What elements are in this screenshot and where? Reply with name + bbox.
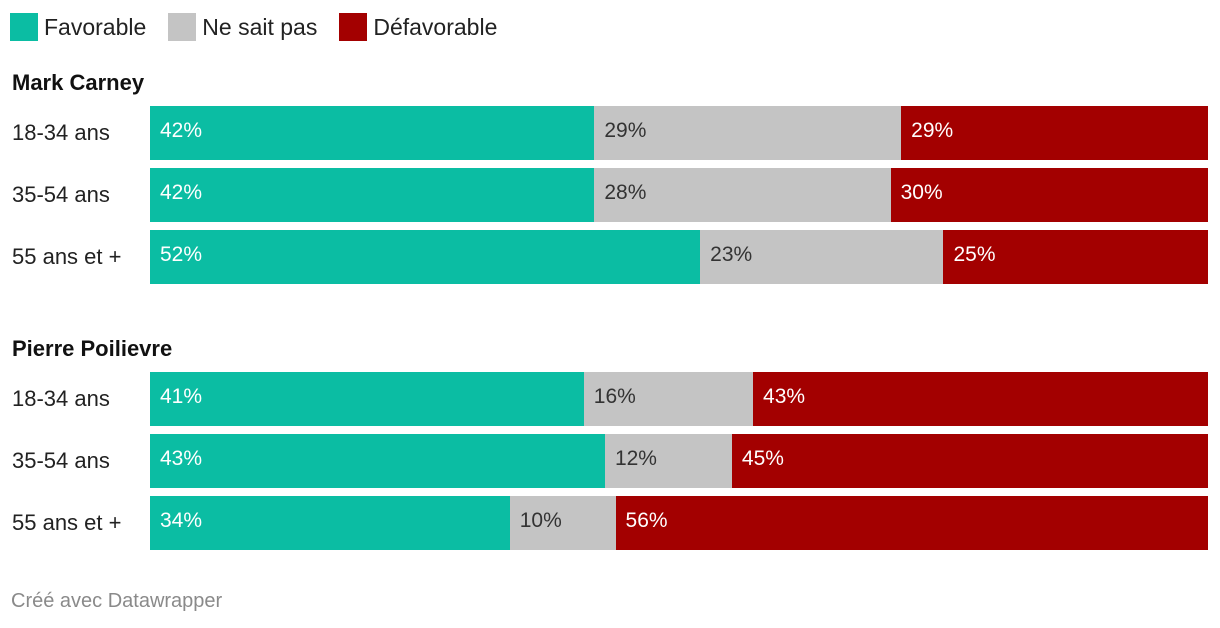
- stacked-bar: 43% 12% 45%: [150, 434, 1208, 488]
- stacked-bar: 52% 23% 25%: [150, 230, 1208, 284]
- group-title: Pierre Poilievre: [12, 336, 173, 361]
- row-label: 55 ans et +: [12, 510, 122, 535]
- bar-segment-unfavorable: 45%: [731, 434, 1208, 488]
- legend-item-neutral: Ne sait pas: [168, 13, 317, 41]
- bar-segment-neutral: 23%: [700, 230, 944, 284]
- data-label: 28%: [604, 181, 647, 204]
- legend-label-unfavorable: Défavorable: [373, 13, 498, 40]
- stacked-bar: 34% 10% 56%: [150, 496, 1208, 550]
- bar-segment-favorable: 34%: [150, 496, 510, 550]
- bar-segment-favorable: 41%: [150, 372, 584, 426]
- data-label: 12%: [614, 447, 657, 470]
- bar-segment-favorable: 42%: [150, 106, 595, 160]
- legend-item-favorable: Favorable: [10, 13, 146, 41]
- data-label: 10%: [519, 509, 562, 532]
- row-label: 35-54 ans: [12, 448, 110, 473]
- data-label: 42%: [160, 119, 203, 142]
- row-label: 18-34 ans: [12, 386, 110, 411]
- bar-segment-favorable: 42%: [150, 168, 595, 222]
- data-label: 43%: [763, 385, 806, 408]
- legend-label-favorable: Favorable: [44, 13, 147, 40]
- bar-segment-favorable: 43%: [150, 434, 605, 488]
- bar-segment-unfavorable: 29%: [901, 106, 1208, 160]
- data-label: 43%: [160, 447, 203, 470]
- row-label: 55 ans et +: [12, 244, 122, 269]
- legend-swatch-unfavorable: [339, 13, 368, 41]
- footer-credit: Créé avec Datawrapper: [11, 590, 223, 612]
- bar-segment-unfavorable: 25%: [943, 230, 1208, 284]
- group-title: Mark Carney: [12, 70, 145, 95]
- bar-segment-neutral: 28%: [594, 168, 891, 222]
- data-label: 52%: [160, 243, 203, 266]
- data-label: 23%: [710, 243, 753, 266]
- data-label: 41%: [160, 385, 203, 408]
- legend-label-neutral: Ne sait pas: [202, 13, 318, 40]
- data-label: 45%: [741, 447, 784, 470]
- bar-segment-neutral: 10%: [509, 496, 616, 550]
- stacked-bar: 41% 16% 43%: [150, 372, 1208, 426]
- stacked-bar: 42% 29% 29%: [150, 106, 1208, 160]
- bar-segment-neutral: 29%: [594, 106, 902, 160]
- data-label: 30%: [900, 181, 943, 204]
- bar-segment-unfavorable: 30%: [890, 168, 1208, 222]
- data-label: 56%: [625, 509, 668, 532]
- row-label: 35-54 ans: [12, 182, 110, 207]
- data-label: 42%: [160, 181, 203, 204]
- bar-segment-favorable: 52%: [150, 230, 701, 284]
- bar-segment-neutral: 16%: [583, 372, 754, 426]
- legend-item-unfavorable: Défavorable: [339, 13, 497, 41]
- bar-segment-unfavorable: 56%: [615, 496, 1208, 550]
- stacked-bar: 42% 28% 30%: [150, 168, 1208, 222]
- data-label: 29%: [911, 119, 954, 142]
- data-label: 29%: [604, 119, 647, 142]
- data-label: 16%: [593, 385, 636, 408]
- bar-segment-unfavorable: 43%: [753, 372, 1208, 426]
- bar-segment-neutral: 12%: [604, 434, 732, 488]
- data-label: 25%: [953, 243, 996, 266]
- legend-swatch-favorable: [10, 13, 38, 41]
- row-label: 18-34 ans: [12, 120, 110, 145]
- data-label: 34%: [160, 509, 203, 532]
- legend-swatch-neutral: [168, 13, 197, 41]
- legend: Favorable Ne sait pas Défavorable: [10, 12, 519, 42]
